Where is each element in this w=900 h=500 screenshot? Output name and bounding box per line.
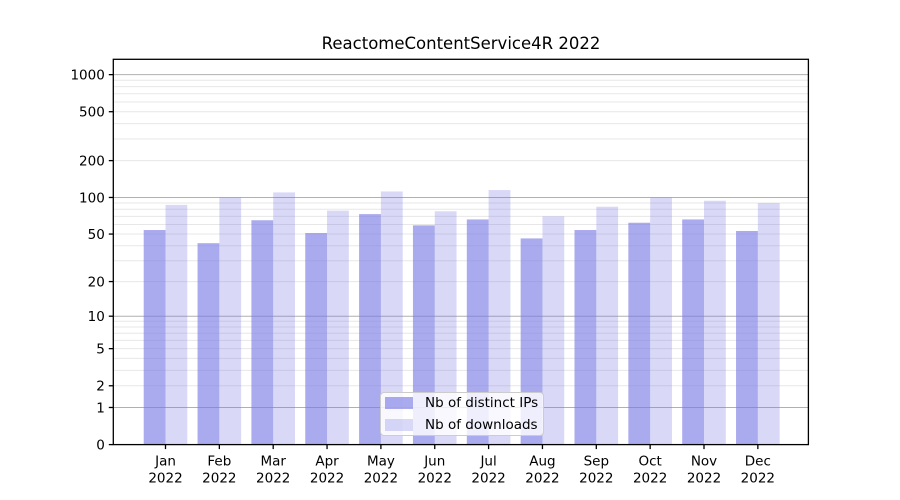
x-tick-label-month: Jan bbox=[154, 454, 176, 470]
x-tick-label-month: May bbox=[367, 454, 395, 470]
y-tick-label: 50 bbox=[88, 227, 105, 243]
x-tick-label-month: Sep bbox=[584, 454, 609, 470]
bar-distinct-ips bbox=[682, 219, 704, 445]
bar-distinct-ips bbox=[251, 220, 274, 445]
x-tick-label-year: 2022 bbox=[364, 471, 398, 487]
bar-downloads bbox=[165, 204, 188, 445]
x-tick-label-year: 2022 bbox=[579, 471, 613, 487]
x-tick-label-year: 2022 bbox=[202, 471, 236, 487]
x-tick-label-month: Aug bbox=[529, 454, 555, 470]
y-tick-label: 10 bbox=[88, 309, 105, 325]
x-tick-label-month: Jul bbox=[479, 454, 496, 470]
bar-downloads bbox=[273, 192, 295, 445]
x-tick-label-month: Nov bbox=[691, 454, 717, 470]
x-tick-label-month: Feb bbox=[207, 454, 231, 470]
y-tick-label: 200 bbox=[79, 153, 105, 169]
bar-distinct-ips bbox=[412, 225, 435, 445]
bar-distinct-ips bbox=[197, 243, 220, 445]
x-tick-label-year: 2022 bbox=[418, 471, 452, 487]
legend-swatch-distinct-ips-icon bbox=[385, 396, 413, 410]
y-tick-label: 20 bbox=[88, 274, 105, 290]
bar-downloads bbox=[380, 191, 403, 445]
legend: Nb of distinct IPs Nb of downloads bbox=[380, 392, 544, 436]
x-tick-label-year: 2022 bbox=[148, 471, 182, 487]
y-tick-label: 100 bbox=[79, 190, 105, 206]
legend-label-distinct-ips: Nb of distinct IPs bbox=[425, 395, 539, 411]
x-tick-label-year: 2022 bbox=[310, 471, 344, 487]
y-tick-label: 5 bbox=[96, 341, 105, 357]
bar-distinct-ips bbox=[736, 230, 758, 445]
legend-item-distinct-ips: Nb of distinct IPs bbox=[385, 395, 539, 411]
bar-distinct-ips bbox=[143, 230, 166, 445]
x-tick-label-month: Mar bbox=[260, 454, 286, 470]
bar-distinct-ips bbox=[359, 214, 381, 445]
bar-distinct-ips bbox=[305, 233, 328, 445]
x-tick-label-year: 2022 bbox=[525, 471, 559, 487]
bar-downloads bbox=[650, 197, 672, 445]
x-tick-label-year: 2022 bbox=[471, 471, 505, 487]
y-tick-label: 0 bbox=[96, 437, 105, 453]
bar-downloads bbox=[596, 206, 619, 445]
bar-downloads bbox=[488, 190, 511, 445]
x-tick-label-month: Oct bbox=[638, 454, 661, 470]
legend-swatch-downloads-icon bbox=[385, 418, 413, 432]
y-tick-label: 500 bbox=[79, 105, 105, 121]
y-tick-label: 1 bbox=[96, 400, 105, 416]
bar-downloads bbox=[542, 216, 565, 445]
y-tick-label: 1000 bbox=[70, 67, 104, 83]
x-tick-label-year: 2022 bbox=[256, 471, 290, 487]
x-tick-label-year: 2022 bbox=[687, 471, 721, 487]
x-tick-label-month: Jun bbox=[423, 454, 445, 470]
legend-label-downloads: Nb of downloads bbox=[425, 417, 538, 433]
bar-downloads bbox=[704, 200, 726, 445]
y-tick-label: 2 bbox=[96, 379, 105, 395]
bar-downloads bbox=[327, 210, 349, 445]
bar-downloads bbox=[219, 197, 242, 445]
chart-title: ReactomeContentService4R 2022 bbox=[321, 34, 601, 53]
bar-downloads bbox=[757, 203, 780, 445]
x-tick-label-year: 2022 bbox=[633, 471, 667, 487]
x-tick-label-month: Dec bbox=[745, 454, 771, 470]
x-tick-label-month: Apr bbox=[315, 454, 339, 470]
bar-distinct-ips bbox=[628, 222, 651, 445]
bar-distinct-ips bbox=[574, 230, 597, 445]
axis-frame bbox=[112, 58, 810, 446]
bar-distinct-ips bbox=[466, 219, 489, 445]
legend-item-downloads: Nb of downloads bbox=[385, 417, 538, 433]
x-tick-label-year: 2022 bbox=[741, 471, 775, 487]
bar-downloads bbox=[434, 211, 457, 445]
